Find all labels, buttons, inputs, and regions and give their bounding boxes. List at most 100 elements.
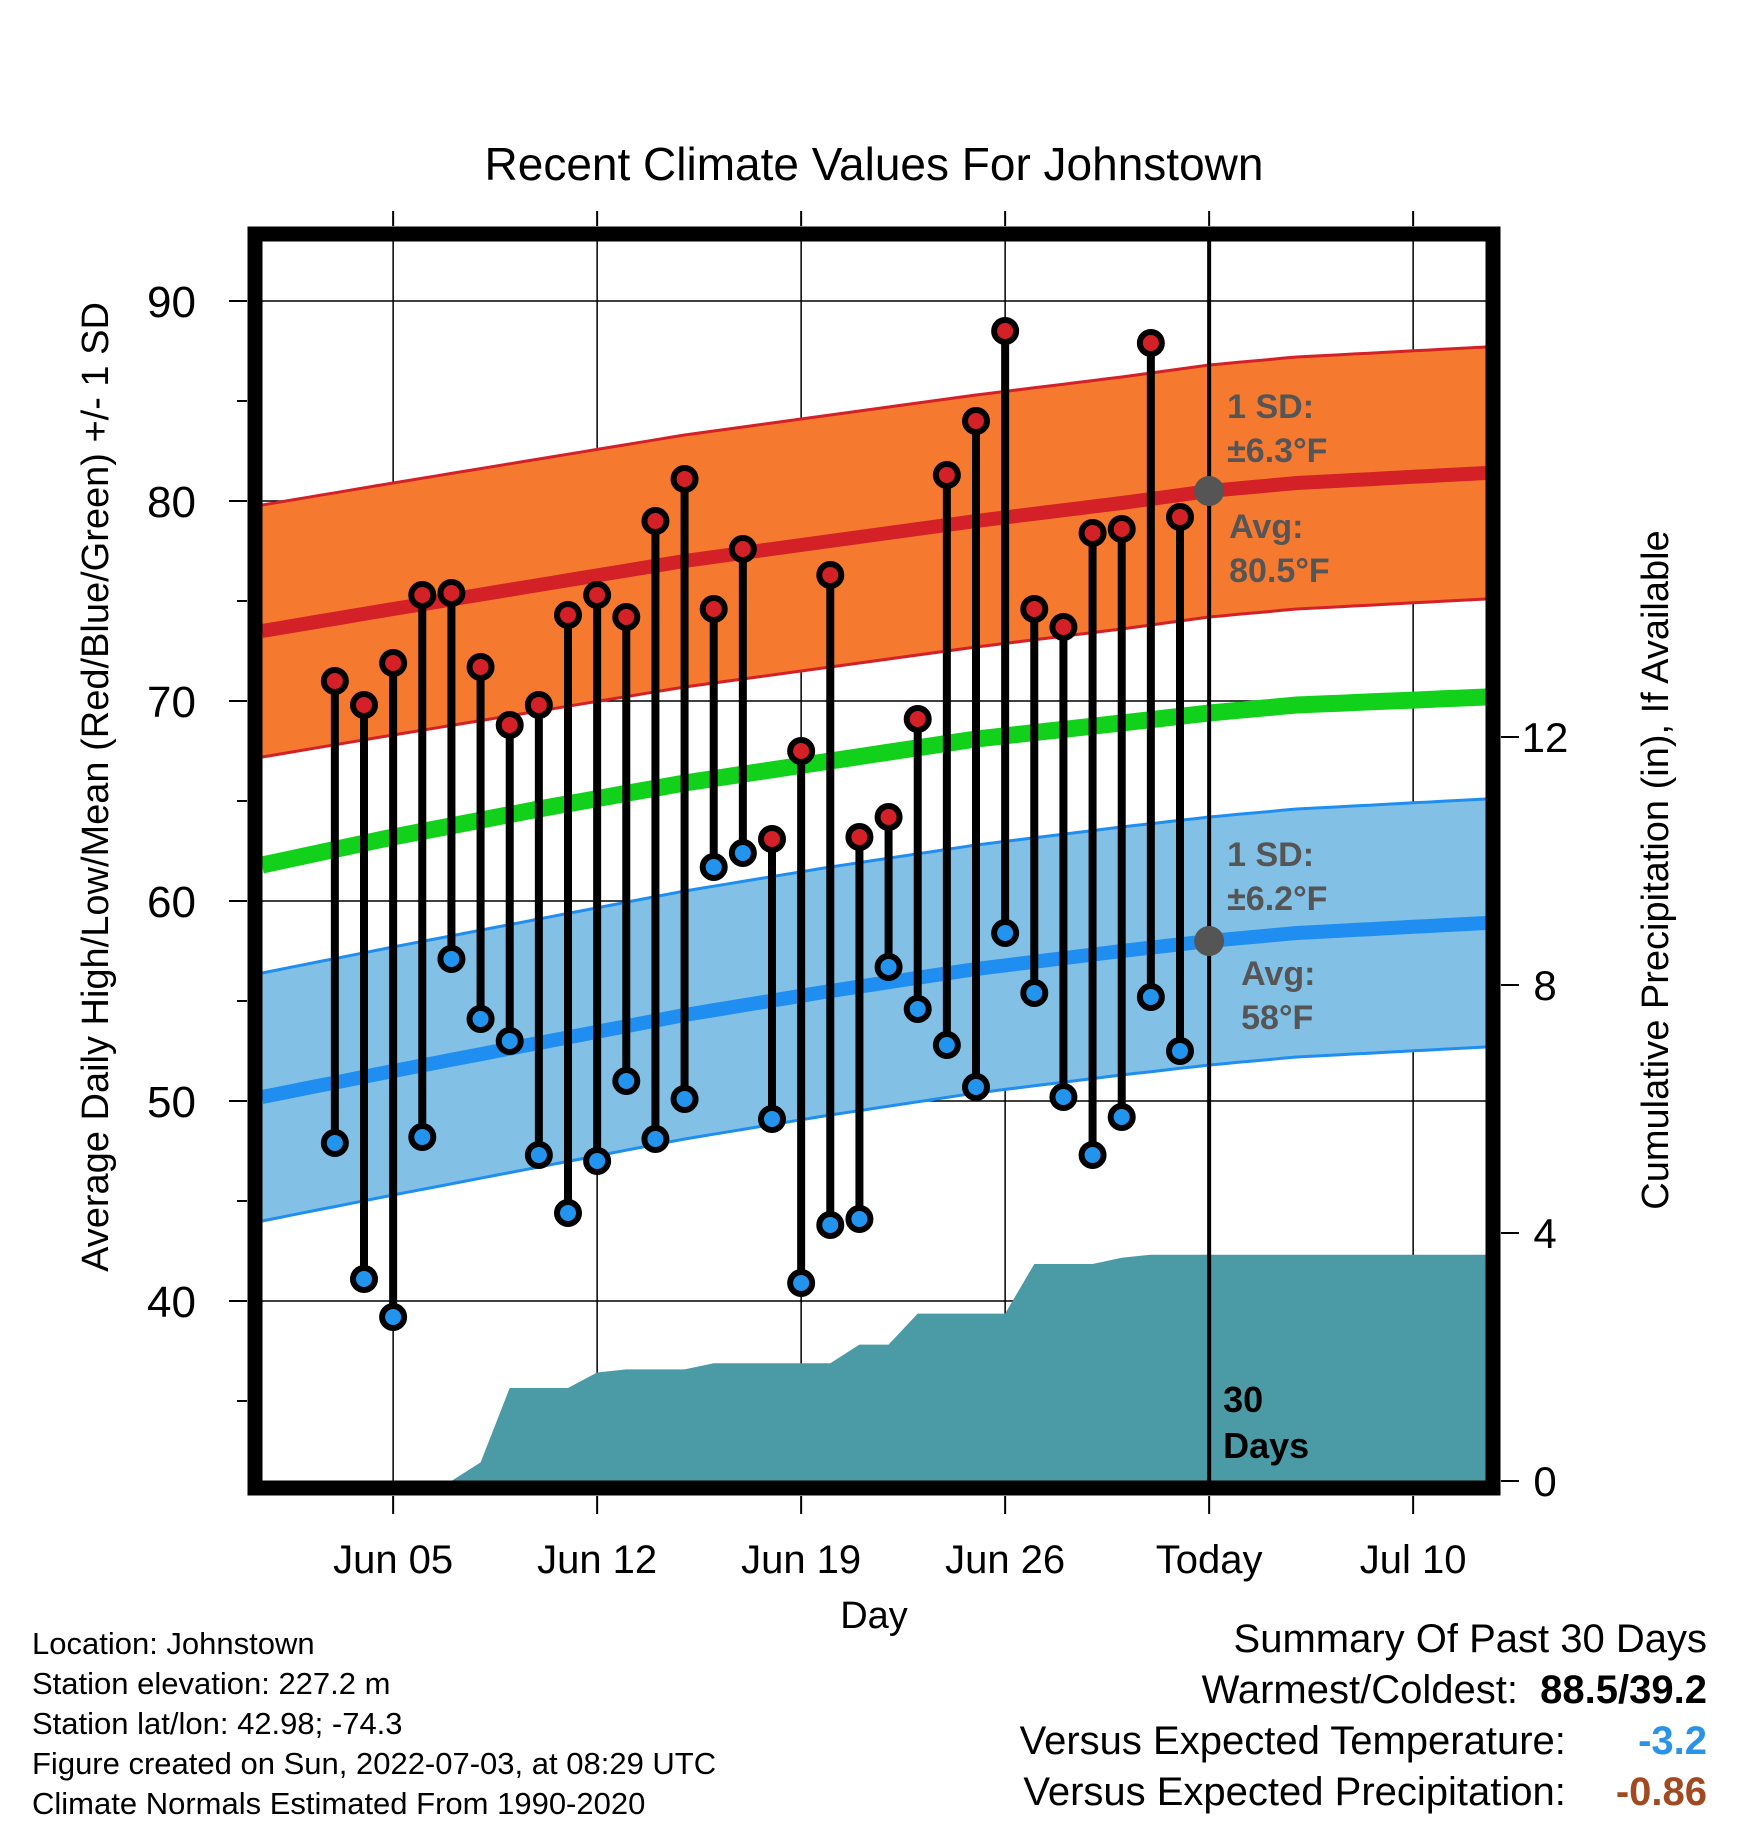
normals-text: Climate Normals Estimated From 1990-2020	[32, 1786, 646, 1821]
precip-area	[262, 1254, 1486, 1481]
high-sd-label: 1 SD:	[1227, 388, 1314, 426]
high-normal-line	[262, 466, 1486, 638]
chart-title: Recent Climate Values For Johnstown	[485, 138, 1264, 190]
low-point	[437, 945, 466, 973]
low-point	[932, 1031, 961, 1059]
low-point	[758, 1105, 786, 1133]
high-point	[466, 653, 495, 681]
high-point	[816, 561, 845, 589]
high-point	[1107, 515, 1136, 543]
y2-tick-label: 12	[1522, 714, 1569, 761]
high-point	[408, 581, 437, 609]
low-avg-value: 58°F	[1241, 999, 1313, 1037]
plot-area	[262, 241, 1486, 1481]
high-point	[437, 579, 466, 607]
x-tick-label: Today	[1156, 1538, 1263, 1582]
low-point	[554, 1199, 582, 1227]
y-tick-label: 70	[147, 678, 196, 727]
low-point	[962, 1073, 990, 1101]
warm-cold-label: Warmest/Coldest:	[1201, 1668, 1518, 1712]
high-point	[1166, 503, 1194, 531]
high-avg-label: Avg:	[1229, 508, 1303, 546]
low-point	[816, 1211, 845, 1239]
station-info: Location: Johnstown Station elevation: 2…	[32, 1624, 716, 1824]
y-tick-label: 90	[147, 278, 196, 327]
low-upper-edge	[262, 797, 1486, 975]
warm-cold-value: 88.5/39.2	[1540, 1668, 1707, 1712]
x-tick-label: Jun 26	[945, 1538, 1065, 1582]
x-tick-label: Jul 10	[1360, 1538, 1467, 1582]
low-point	[612, 1067, 641, 1095]
high-point	[350, 691, 378, 719]
low-point	[670, 1085, 699, 1113]
summary-heading: Summary Of Past 30 Days	[1233, 1617, 1707, 1661]
low-avg-label: Avg:	[1241, 955, 1315, 993]
high-point	[641, 507, 670, 535]
high-point	[670, 465, 699, 493]
high-point	[787, 737, 816, 765]
low-point	[379, 1303, 408, 1331]
temp-value: -3.2	[1638, 1719, 1707, 1763]
created-text: Figure created on Sun, 2022-07-03, at 08…	[32, 1746, 717, 1781]
x-axis-label: Day	[840, 1595, 908, 1637]
low-point	[991, 919, 1020, 947]
low-point	[408, 1123, 437, 1151]
low-sd-value: ±6.2°F	[1227, 880, 1327, 918]
low-point	[1107, 1103, 1136, 1131]
y2-tick-label: 4	[1533, 1210, 1556, 1257]
high-point	[962, 407, 990, 435]
high-upper-edge	[262, 345, 1486, 507]
precip-row: Versus Expected Precipitation: -0.86	[1020, 1767, 1707, 1818]
low-point	[845, 1205, 874, 1233]
high-point	[612, 603, 641, 631]
high-point	[1020, 595, 1049, 623]
low-point	[583, 1147, 612, 1175]
precip-value: -0.86	[1615, 1770, 1707, 1814]
low-point	[1049, 1083, 1078, 1111]
high-point	[903, 705, 932, 733]
low-point	[874, 953, 903, 981]
low-point	[1136, 983, 1165, 1011]
low-point	[728, 839, 757, 867]
y2-axis-label: Cumulative Precipitation (in), If Availa…	[1635, 530, 1677, 1209]
high-point	[699, 595, 728, 623]
high-point	[495, 711, 524, 739]
high-point	[1136, 329, 1165, 357]
high-point	[554, 601, 582, 629]
today-low-avg-marker	[1194, 926, 1225, 956]
y2-tick-label: 0	[1533, 1458, 1556, 1505]
high-point	[524, 691, 553, 719]
low-point	[466, 1005, 495, 1033]
low-point	[699, 853, 728, 881]
temp-label: Versus Expected Temperature:	[1019, 1719, 1566, 1763]
today-high-avg-marker	[1194, 476, 1225, 506]
temp-row: Versus Expected Temperature: -3.2	[1020, 1716, 1707, 1767]
y-tick-label: 60	[147, 878, 196, 927]
high-point	[758, 825, 786, 853]
high-point	[320, 667, 349, 695]
low-point	[641, 1125, 670, 1153]
low-sd-label: 1 SD:	[1227, 836, 1314, 874]
low-point	[350, 1265, 378, 1293]
x-tick-label: Jun 19	[741, 1538, 861, 1582]
low-point	[1166, 1037, 1194, 1065]
low-point	[1078, 1141, 1107, 1169]
days-count-number: 30	[1223, 1379, 1263, 1420]
high-point	[379, 649, 408, 677]
high-lower-edge	[262, 597, 1486, 759]
high-point	[1049, 613, 1078, 641]
high-point	[583, 581, 612, 609]
elevation-text: Station elevation: 227.2 m	[32, 1666, 391, 1701]
mean-normal-line	[262, 688, 1486, 874]
high-avg-value: 80.5°F	[1229, 552, 1330, 590]
low-point	[320, 1129, 349, 1157]
x-tick-label: Jun 05	[333, 1538, 453, 1582]
y-axis-label: Average Daily High/Low/Mean (Red/Blue/Gr…	[75, 302, 117, 1272]
high-point	[845, 823, 874, 851]
latlon-text: Station lat/lon: 42.98; -74.3	[32, 1706, 403, 1741]
high-sd-value: ±6.3°F	[1227, 432, 1327, 470]
warm-cold-row: Warmest/Coldest: 88.5/39.2	[1020, 1665, 1707, 1716]
y-tick-label: 80	[147, 478, 196, 527]
y-tick-label: 40	[147, 1278, 196, 1327]
